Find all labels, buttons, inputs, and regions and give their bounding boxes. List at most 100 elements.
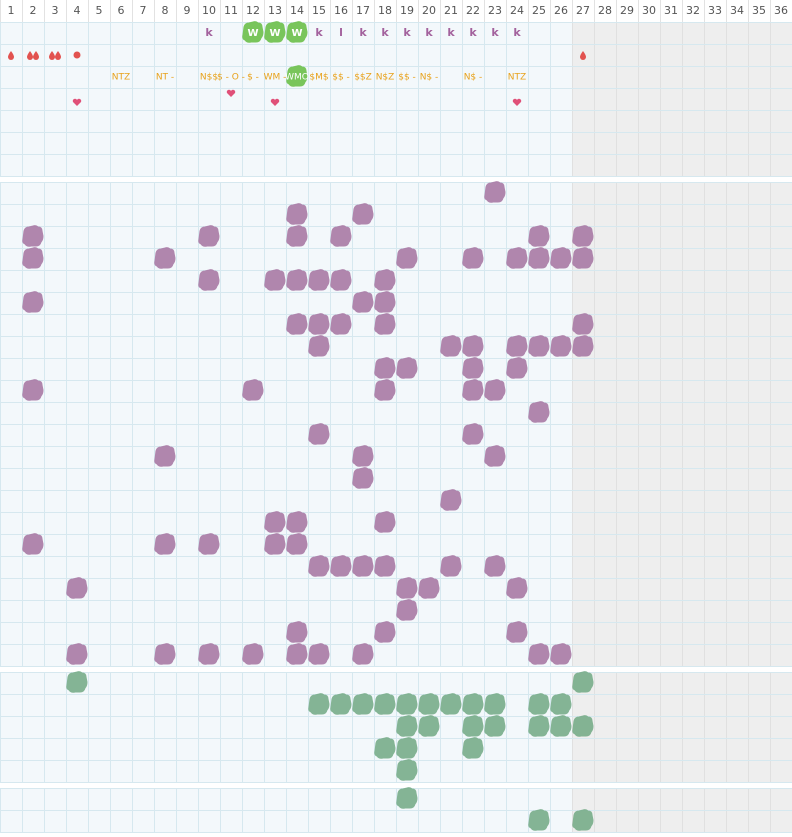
purple-block <box>154 643 176 665</box>
top-label: W <box>247 28 258 39</box>
column-number: 2 <box>30 4 37 17</box>
purple-block <box>528 225 550 247</box>
label-badge <box>264 21 286 43</box>
purple-block <box>352 203 374 225</box>
code-label: NTZ <box>112 73 130 83</box>
code-label: $ - O - <box>217 73 245 83</box>
code-label: NTZ <box>508 73 526 83</box>
purple-block <box>528 335 550 357</box>
green-block <box>396 787 418 809</box>
top-label: k <box>205 26 213 39</box>
purple-block <box>308 313 330 335</box>
code-label: WMO <box>285 73 309 83</box>
green-block <box>528 715 550 737</box>
green-block <box>462 737 484 759</box>
purple-block <box>308 335 330 357</box>
drop-icon <box>8 51 14 60</box>
heart-icon <box>72 98 82 106</box>
purple-block <box>286 225 308 247</box>
purple-block <box>66 577 88 599</box>
green-block <box>462 693 484 715</box>
green-block <box>396 737 418 759</box>
green-block <box>550 715 572 737</box>
purple-block <box>374 313 396 335</box>
purple-block <box>484 445 506 467</box>
purple-block <box>572 225 594 247</box>
purple-block <box>286 203 308 225</box>
drop-icon <box>27 51 33 60</box>
column-number: 4 <box>74 4 81 17</box>
purple-block <box>308 643 330 665</box>
column-number: 35 <box>752 4 766 17</box>
purple-block <box>352 467 374 489</box>
green-block <box>330 693 352 715</box>
purple-block <box>352 555 374 577</box>
column-number: 9 <box>184 4 191 17</box>
purple-block <box>198 643 220 665</box>
purple-block <box>484 379 506 401</box>
purple-block <box>506 357 528 379</box>
purple-block <box>572 313 594 335</box>
purple-block <box>396 599 418 621</box>
purple-block <box>506 621 528 643</box>
purple-block <box>528 643 550 665</box>
purple-block <box>506 247 528 269</box>
purple-block <box>374 621 396 643</box>
top-label: l <box>339 26 343 39</box>
purple-block <box>154 247 176 269</box>
purple-block <box>264 511 286 533</box>
column-number: 14 <box>290 4 304 17</box>
column-number: 17 <box>356 4 370 17</box>
green-block <box>374 737 396 759</box>
purple-block <box>572 335 594 357</box>
purple-block <box>440 489 462 511</box>
top-label: W <box>291 28 302 39</box>
column-number: 3 <box>52 4 59 17</box>
column-number: 29 <box>620 4 634 17</box>
column-number: 26 <box>554 4 568 17</box>
green-block <box>550 693 572 715</box>
purple-block <box>572 247 594 269</box>
column-number: 11 <box>224 4 238 17</box>
green-block <box>396 693 418 715</box>
column-number: 12 <box>246 4 260 17</box>
purple-block <box>242 379 264 401</box>
top-label: k <box>315 26 323 39</box>
purple-block <box>418 577 440 599</box>
column-number: 18 <box>378 4 392 17</box>
code-label: $$Z <box>354 73 372 83</box>
column-number: 10 <box>202 4 216 17</box>
purple-block <box>462 247 484 269</box>
purple-block <box>286 511 308 533</box>
purple-block <box>440 555 462 577</box>
purple-block <box>198 533 220 555</box>
purple-block <box>330 269 352 291</box>
purple-block <box>374 269 396 291</box>
top-label: k <box>403 26 411 39</box>
label-badge <box>242 21 264 43</box>
purple-block <box>440 335 462 357</box>
purple-block <box>374 555 396 577</box>
label-badge <box>286 21 308 43</box>
purple-block <box>462 379 484 401</box>
top-label: k <box>491 26 499 39</box>
code-label: N$Z <box>376 73 395 83</box>
green-block <box>418 693 440 715</box>
green-block <box>528 693 550 715</box>
green-block <box>462 715 484 737</box>
drop-icon <box>49 51 55 60</box>
column-number: 33 <box>708 4 722 17</box>
purple-block <box>22 225 44 247</box>
purple-block <box>22 379 44 401</box>
code-label: N$ - <box>420 73 439 83</box>
column-number: 36 <box>774 4 788 17</box>
purple-block <box>330 555 352 577</box>
purple-block <box>286 621 308 643</box>
green-block <box>308 693 330 715</box>
green-block <box>374 693 396 715</box>
column-number: 27 <box>576 4 590 17</box>
code-label: N$ - <box>464 73 483 83</box>
purple-block <box>396 357 418 379</box>
purple-block <box>550 247 572 269</box>
